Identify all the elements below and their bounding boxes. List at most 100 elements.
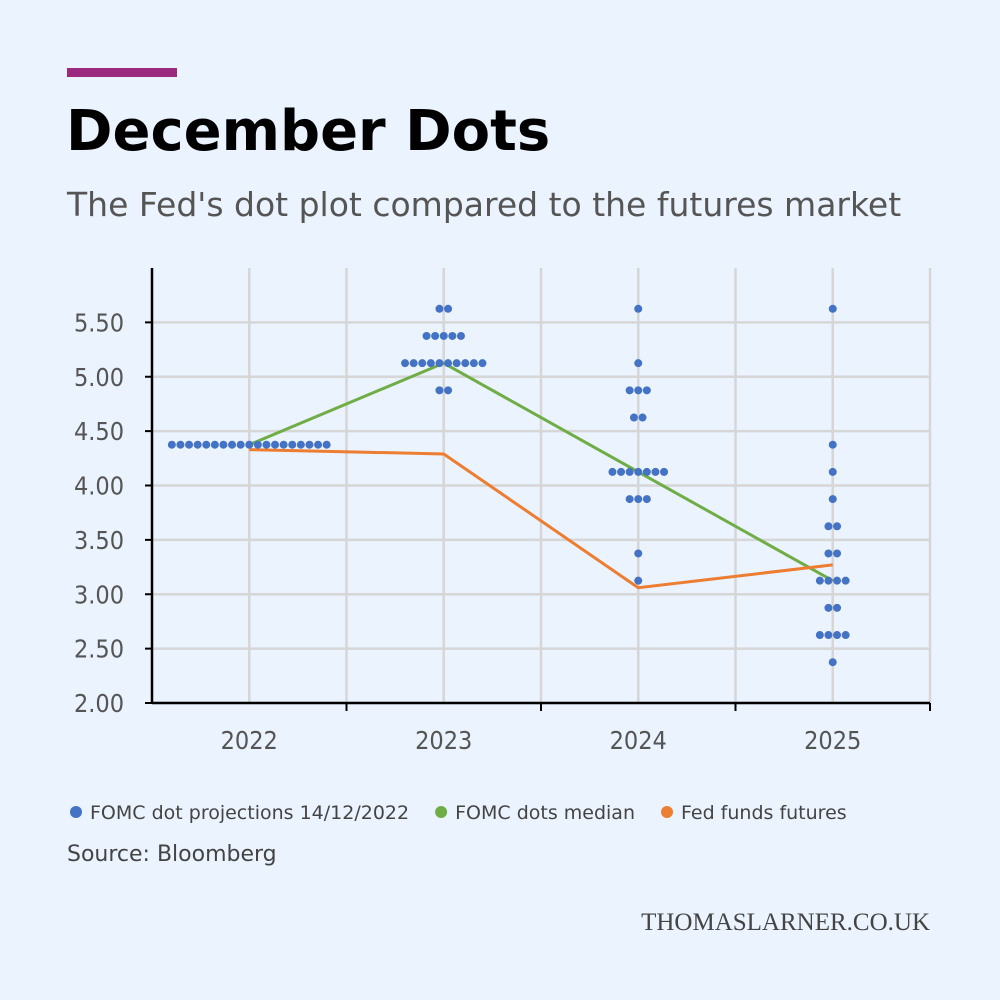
dot xyxy=(625,467,634,476)
dot xyxy=(431,331,440,340)
dot xyxy=(322,440,331,449)
dot xyxy=(167,440,176,449)
chart-title: December Dots xyxy=(66,99,550,164)
dot xyxy=(815,576,824,585)
dot xyxy=(833,631,842,640)
dot xyxy=(638,413,647,422)
dot xyxy=(236,440,245,449)
dot xyxy=(634,467,643,476)
dot xyxy=(833,603,842,612)
dot xyxy=(833,549,842,558)
dot xyxy=(456,331,465,340)
dot xyxy=(422,331,431,340)
legend-marker xyxy=(661,806,673,818)
dot xyxy=(219,440,228,449)
dot xyxy=(634,359,643,368)
line xyxy=(249,448,833,590)
dot xyxy=(642,386,651,395)
dot xyxy=(245,440,254,449)
dot xyxy=(634,304,643,313)
dot xyxy=(824,549,833,558)
dot xyxy=(176,440,185,449)
legend-label: FOMC dots median xyxy=(455,802,635,824)
y-tick-label: 2.50 xyxy=(74,635,124,664)
dot xyxy=(314,440,323,449)
legend-label: Fed funds futures xyxy=(681,802,847,824)
line xyxy=(248,361,834,582)
dot xyxy=(469,359,478,368)
dot xyxy=(634,386,643,395)
dot xyxy=(828,440,837,449)
dot xyxy=(435,359,444,368)
dot xyxy=(625,495,634,504)
dot xyxy=(426,359,435,368)
dot xyxy=(435,304,444,313)
legend-label: FOMC dot projections 14/12/2022 xyxy=(90,802,409,824)
dot xyxy=(193,440,202,449)
dot xyxy=(439,331,448,340)
dot xyxy=(444,304,453,313)
dot xyxy=(202,440,211,449)
accent-bar xyxy=(67,68,177,77)
dot xyxy=(828,658,837,667)
dot xyxy=(828,467,837,476)
dot xyxy=(824,576,833,585)
legend-marker xyxy=(70,806,82,818)
dot xyxy=(288,440,297,449)
dot xyxy=(824,631,833,640)
dot xyxy=(824,522,833,531)
legend-marker xyxy=(435,806,448,818)
dot xyxy=(296,440,305,449)
dot xyxy=(617,467,626,476)
chart-subtitle: The Fed's dot plot compared to the futur… xyxy=(66,185,901,224)
y-tick-label: 4.00 xyxy=(74,472,124,501)
dot xyxy=(608,467,617,476)
dot xyxy=(634,495,643,504)
dot xyxy=(833,522,842,531)
dot xyxy=(444,386,453,395)
dot xyxy=(841,576,850,585)
dot xyxy=(841,631,850,640)
dot xyxy=(448,331,457,340)
dot xyxy=(642,467,651,476)
dot xyxy=(824,603,833,612)
dot xyxy=(305,440,314,449)
dot xyxy=(634,549,643,558)
dot xyxy=(651,467,660,476)
dot xyxy=(262,440,271,449)
dot xyxy=(828,495,837,504)
dot xyxy=(185,440,194,449)
y-tick-label: 5.50 xyxy=(74,308,124,337)
dot xyxy=(253,440,262,449)
dot xyxy=(625,386,634,395)
y-tick-label: 2.00 xyxy=(74,689,124,718)
dot xyxy=(444,359,453,368)
dot xyxy=(228,440,237,449)
x-tick-label: 2022 xyxy=(221,726,278,755)
dot xyxy=(401,359,410,368)
dot xyxy=(828,304,837,313)
y-tick-label: 3.50 xyxy=(74,526,124,555)
x-tick-label: 2025 xyxy=(804,726,861,755)
x-tick-label: 2024 xyxy=(610,726,667,755)
dot xyxy=(418,359,427,368)
dot xyxy=(271,440,280,449)
dot xyxy=(629,413,638,422)
dot xyxy=(642,495,651,504)
dot xyxy=(461,359,470,368)
y-tick-label: 3.00 xyxy=(74,580,124,609)
y-tick-label: 5.00 xyxy=(74,363,124,392)
dot xyxy=(435,386,444,395)
dot xyxy=(478,359,487,368)
dot xyxy=(660,467,669,476)
dot xyxy=(634,576,643,585)
credit: THOMASLARNER.CO.UK xyxy=(641,909,930,936)
dot xyxy=(815,631,824,640)
dot xyxy=(409,359,418,368)
dot xyxy=(452,359,461,368)
source: Source: Bloomberg xyxy=(67,842,277,867)
dot xyxy=(833,576,842,585)
dot xyxy=(210,440,219,449)
dot xyxy=(279,440,288,449)
